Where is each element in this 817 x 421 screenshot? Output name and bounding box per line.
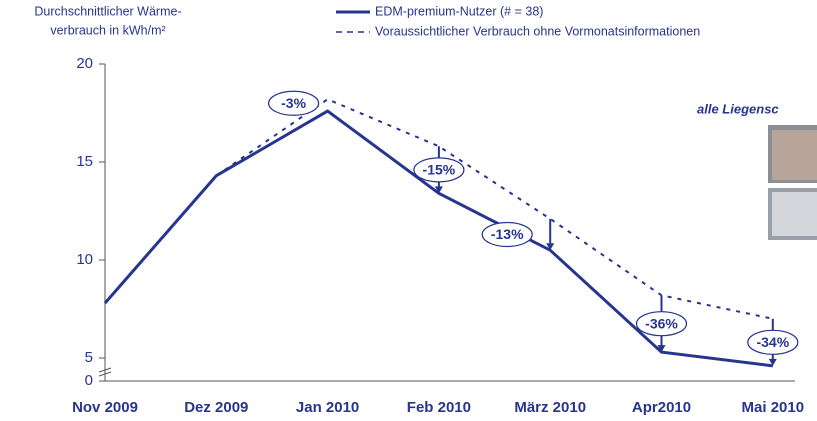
x-tick-label: Jan 2010 (296, 399, 359, 416)
reduction-label: -15% (423, 162, 456, 178)
side-note: alle Liegensc (697, 101, 779, 116)
x-tick-label: Feb 2010 (407, 399, 471, 416)
y-tick-label: 15 (76, 153, 93, 170)
y-tick-label: 5 (85, 349, 93, 366)
axis-break (98, 371, 112, 377)
y-axis-label: verbrauch in kWh/m² (50, 23, 165, 37)
reduction-arrow-head (546, 243, 555, 251)
reduction-arrow-head (657, 345, 666, 353)
legend-label: EDM-premium-Nutzer (# = 38) (375, 4, 543, 18)
reduction-label: -3% (281, 95, 306, 111)
legend-label: Voraussichtlicher Verbrauch ohne Vormona… (375, 24, 700, 38)
reduction-badge (635, 311, 688, 337)
x-tick-label: März 2010 (514, 399, 586, 416)
y-tick-label: 20 (76, 55, 93, 72)
reduction-badge (413, 157, 465, 183)
y-axis-label: Durchschnittlicher Wärme- (34, 4, 181, 18)
x-tick-label: Apr2010 (632, 399, 691, 416)
reduction-label: -34% (756, 334, 789, 350)
reduction-label: -13% (491, 226, 524, 242)
reduction-badge (481, 221, 533, 248)
x-tick-label: Nov 2009 (72, 399, 138, 416)
photos (768, 125, 817, 240)
y-tick-label: 0 (85, 372, 93, 389)
x-tick-label: Dez 2009 (184, 399, 248, 416)
reduction-label: -36% (645, 315, 678, 331)
reduction-badge (747, 329, 799, 355)
series-line (215, 98, 774, 320)
x-tick-label: Mai 2010 (742, 399, 805, 416)
y-tick-label: 10 (76, 251, 93, 268)
axis-break (98, 367, 112, 373)
reduction-badge (268, 90, 320, 116)
reduction-arrow-head (768, 358, 777, 366)
reduction-arrow-head (434, 186, 443, 194)
